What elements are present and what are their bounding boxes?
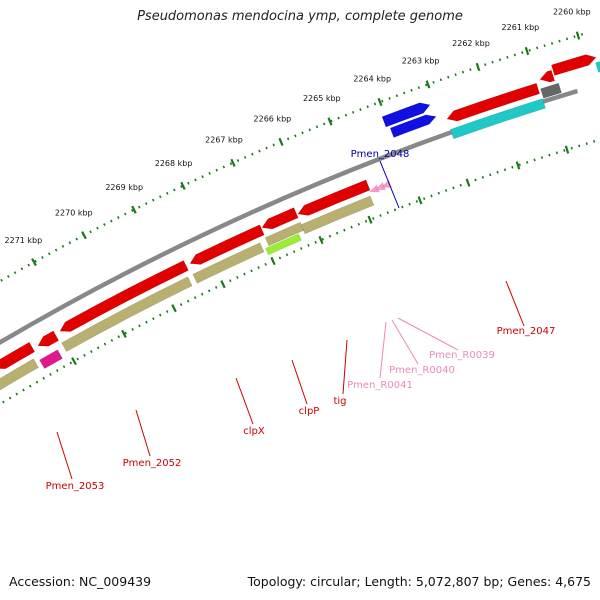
inner-major-tick [465,178,471,187]
gene-leader-line [235,377,254,425]
inner-major-tick [71,357,77,366]
inner-major-tick [270,256,276,266]
major-tick [131,205,137,214]
tick-label: 2260 kbp [553,7,591,16]
gene-leader-line [291,359,308,405]
gene-leader-line [342,339,348,395]
gene-label: tig [333,396,346,407]
gene-label: clpX [243,426,265,437]
tick-label: 2264 kbp [353,74,391,83]
tick-label: 2261 kbp [502,23,540,32]
cog-feature [449,98,546,140]
major-tick [377,97,383,107]
major-tick [327,117,333,126]
tick-label: 2269 kbp [105,183,143,192]
cog-feature [540,82,562,99]
gene-label: Pmen_2052 [123,458,182,469]
tick-label: 2268 kbp [155,159,193,168]
map-title: Pseudomonas mendocina ymp, complete geno… [137,9,463,24]
gene-leader-line [379,160,400,209]
cog-feature [264,221,305,247]
major-tick [180,181,186,190]
cds-feature [0,341,36,370]
gene-leader-line [379,321,387,379]
major-tick [575,31,581,40]
gene-leader-line [391,319,419,365]
inner-major-tick [220,280,226,289]
gene-leader-line [56,431,73,480]
tick-label: 2262 kbp [452,39,490,48]
tick-label: 2267 kbp [205,136,243,145]
feature-blue [389,114,437,138]
cds-feature [551,54,597,76]
feature-blue [381,102,431,128]
inner-major-tick [564,145,570,154]
gene-label: clpP [299,406,320,417]
accession-label: Accession: NC_009439 [9,574,152,589]
inner-major-tick [318,235,324,245]
cog-feature [265,233,302,256]
cds-feature [261,207,299,230]
cog-feature [300,195,375,235]
major-tick [278,137,284,146]
cds-feature [539,69,555,83]
cds-feature [37,330,60,347]
gene-label: Pmen_2053 [46,481,105,492]
major-tick [425,80,431,89]
gene-label: Pmen_2048 [351,149,410,160]
tick-label: 2265 kbp [303,94,341,103]
cds-feature [297,179,371,216]
tick-label: 2270 kbp [55,209,93,218]
cds-feature [59,260,189,332]
genome-summary: Topology: circular; Length: 5,072,807 bp… [247,574,591,589]
gene-leader-line [505,280,525,327]
cog-feature [192,242,265,284]
gene-label: Pmen_R0041 [347,380,413,391]
tick-label: 2263 kbp [402,57,440,66]
gene-label: Pmen_R0039 [429,350,495,361]
cds-feature [446,82,541,122]
major-tick [31,258,37,267]
outer-tick-track [0,31,589,283]
major-tick [230,158,236,167]
gene-leader-line [397,317,459,351]
rna-feature [381,179,392,188]
cog-feature [0,358,39,391]
gene-label: Pmen_2047 [497,326,556,337]
major-tick [524,46,530,56]
inner-major-tick [417,196,423,205]
inner-tick-track [0,138,600,406]
gene-label: Pmen_R0040 [389,365,455,376]
inner-major-tick [367,215,373,224]
inner-major-tick [515,161,521,170]
gene-leader-line [135,409,151,457]
major-tick [475,62,481,72]
cds-feature [189,224,265,265]
inner-major-tick [121,329,127,338]
cog-feature [61,276,193,353]
major-tick [81,231,87,240]
inner-major-tick [171,304,177,313]
cog-feature [39,349,63,370]
cog-feature [595,61,600,73]
tick-label: 2266 kbp [254,115,292,124]
tick-label: 2271 kbp [5,236,43,245]
